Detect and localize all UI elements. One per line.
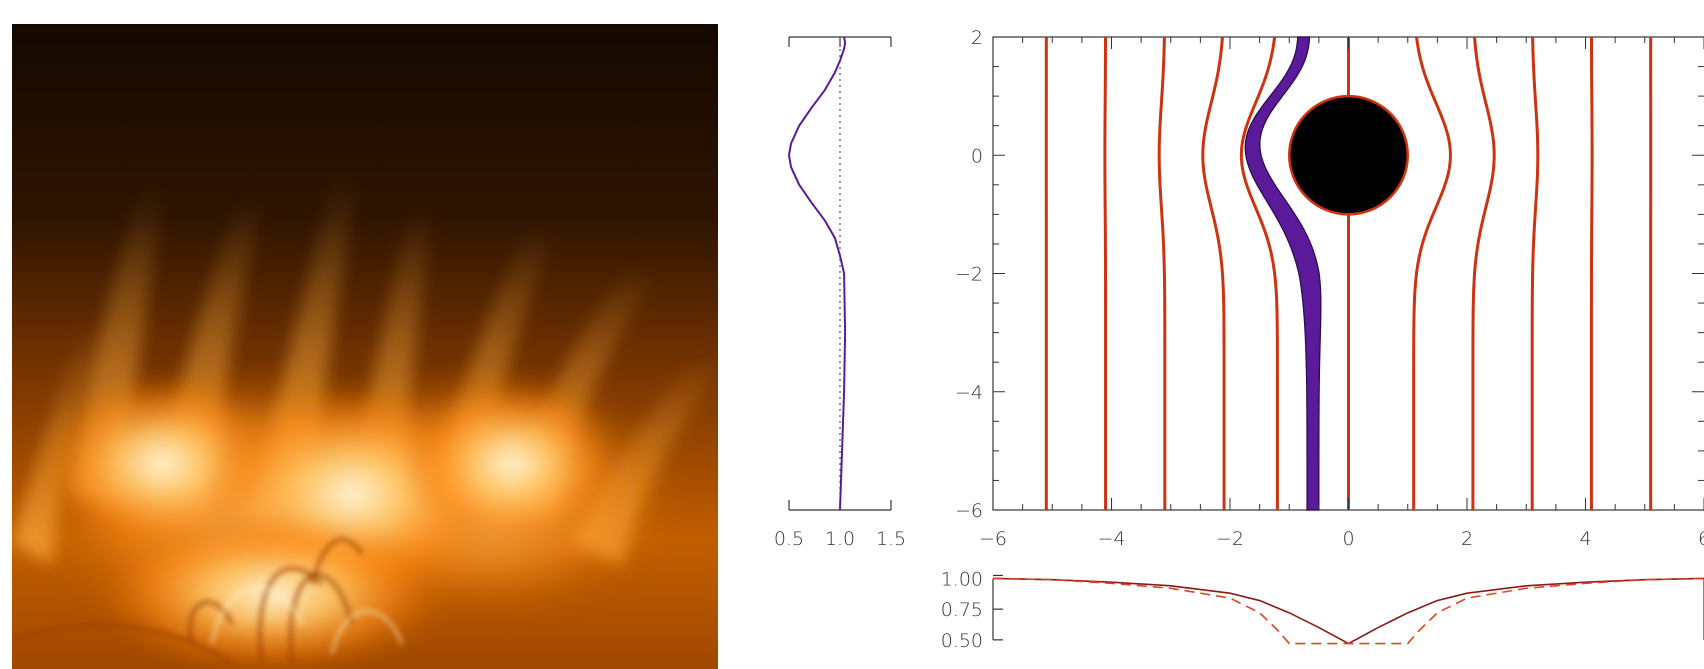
obstacle-disk xyxy=(1287,94,1410,216)
x-tick-label: −4 xyxy=(1097,528,1125,550)
x-tick-label: 4 xyxy=(1579,528,1591,550)
field-line xyxy=(1239,36,1279,510)
bottom-profile-solid-curve xyxy=(992,577,1704,645)
bottom-y-tick-label: 0.75 xyxy=(941,599,983,621)
x-tick-label: −6 xyxy=(979,528,1007,550)
field-line xyxy=(1412,36,1452,510)
bottom-profile-axes xyxy=(992,574,1704,641)
bottom-y-tick-label: 1.00 xyxy=(941,568,983,590)
field-line-plot-ticks xyxy=(992,36,1704,511)
field-line xyxy=(1201,36,1226,510)
x-tick-label: −2 xyxy=(1216,528,1244,550)
bottom-profile-dashed-curve xyxy=(992,577,1704,645)
left-x-tick-label: 1.0 xyxy=(825,528,855,550)
field-line-plot-y-tick-labels: −6 −4 −2 0 2 xyxy=(955,27,983,522)
field-line-plot-x-tick-labels: −6 −4 −2 0 2 4 6 xyxy=(979,528,1704,550)
left-x-tick-label: 1.5 xyxy=(876,528,906,550)
field-line-plot: −6 −4 −2 0 2 4 6 −6 −4 −2 0 2 xyxy=(955,27,1704,550)
x-tick-label: 2 xyxy=(1461,528,1473,550)
left-profile-plot: 0.5 1.0 1.5 xyxy=(774,36,906,550)
left-profile-x-ticks: 0.5 1.0 1.5 xyxy=(774,528,906,550)
field-line xyxy=(1103,37,1108,510)
bottom-profile-plot: 0.50 0.75 1.00 xyxy=(941,568,1704,652)
field-line xyxy=(1530,36,1540,510)
solar-corona-photo xyxy=(12,24,718,669)
field-lines xyxy=(1044,36,1653,510)
y-tick-label: −6 xyxy=(955,500,983,522)
x-tick-label: 6 xyxy=(1698,528,1704,550)
left-profile-curve xyxy=(788,36,847,511)
bottom-profile-y-tick-labels: 0.50 0.75 1.00 xyxy=(941,568,983,651)
field-line xyxy=(1471,36,1496,510)
left-x-tick-label: 0.5 xyxy=(774,528,804,550)
field-line xyxy=(1589,37,1594,510)
bottom-y-tick-label: 0.50 xyxy=(941,630,983,652)
field-line xyxy=(1157,36,1167,510)
highlighted-field-line-band xyxy=(1244,36,1322,511)
y-tick-label: 0 xyxy=(971,145,983,167)
x-tick-label: 0 xyxy=(1342,528,1354,550)
y-tick-label: −2 xyxy=(955,264,983,286)
y-tick-label: 2 xyxy=(971,27,983,49)
y-tick-label: −4 xyxy=(955,382,983,404)
